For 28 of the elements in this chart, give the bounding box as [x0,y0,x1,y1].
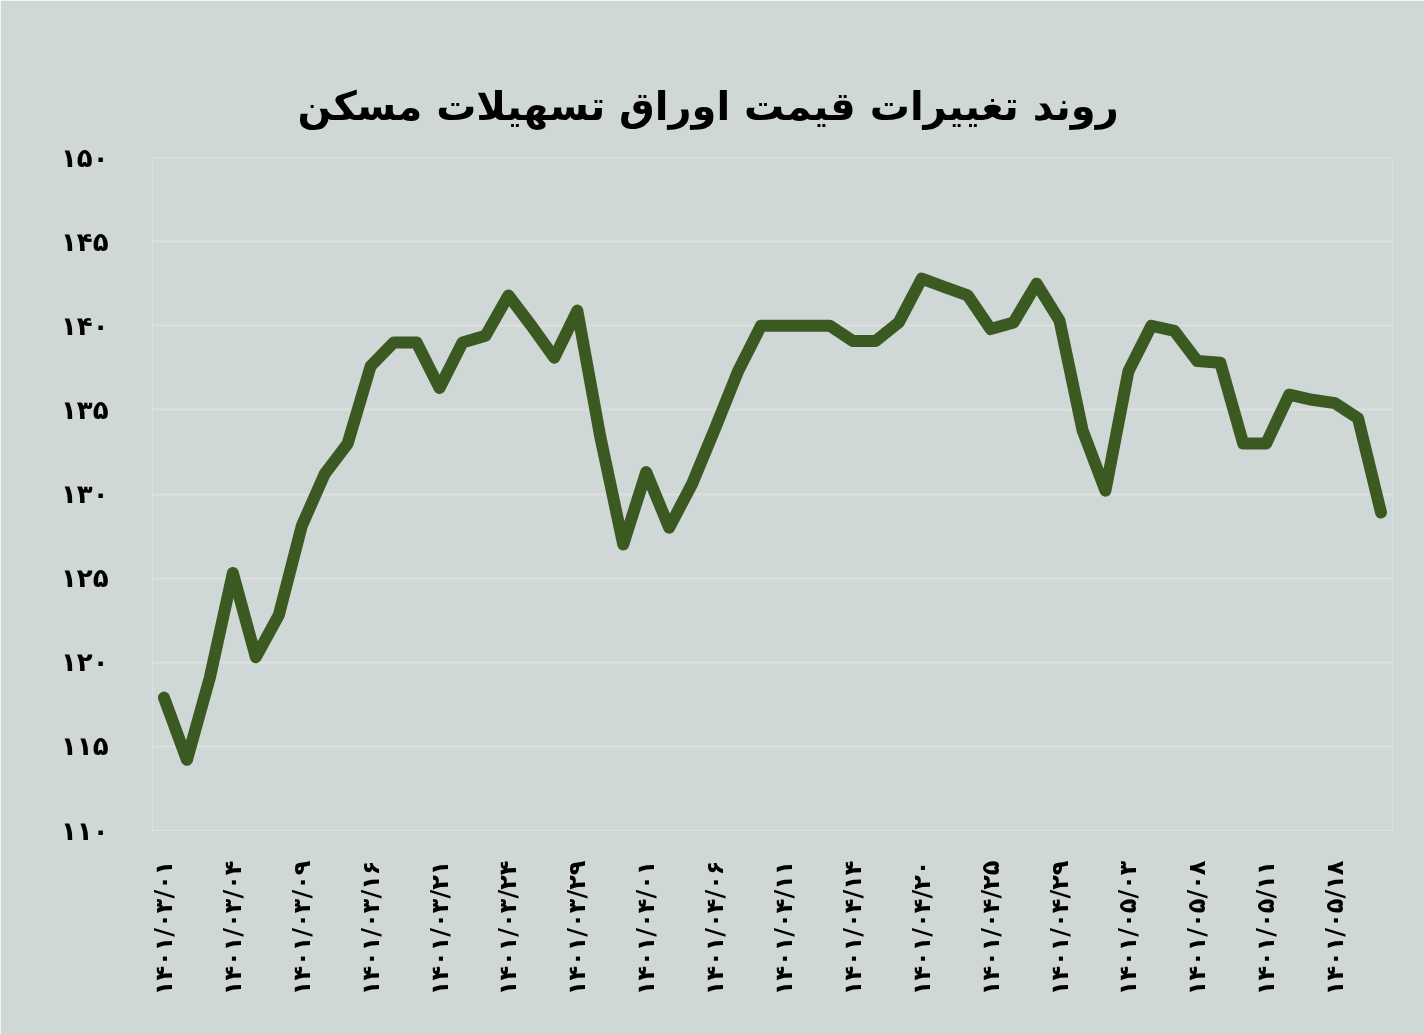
chart-title: روند تغییرات قیمت اوراق تسهیلات مسکن [297,82,1119,130]
x-tick-label: ۱۴۰۱/۰۴/۰۱ [632,860,661,996]
y-tick-label: ۱۲۰ [60,647,109,678]
x-tick-label: ۱۴۰۱/۰۳/۰۱ [149,860,178,996]
x-tick-label: ۱۴۰۱/۰۴/۰۶ [701,860,730,996]
y-tick-label: ۱۳۵ [60,394,109,425]
y-tick-label: ۱۱۰ [60,815,109,846]
x-tick-label: ۱۴۰۱/۰۴/۱۱ [769,860,798,996]
x-tick-label: ۱۴۰۱/۰۵/۱۱ [1252,860,1281,996]
x-tick-label: ۱۴۰۱/۰۳/۲۱ [425,860,454,996]
y-tick-label: ۱۱۵ [60,731,109,762]
x-tick-label: ۱۴۰۱/۰۵/۱۸ [1321,860,1350,996]
y-tick-label: ۱۴۵ [60,226,109,257]
x-tick-label: ۱۴۰۱/۰۴/۲۰ [907,860,936,996]
y-tick-label: ۱۵۰ [60,142,109,173]
x-tick-label: ۱۴۰۱/۰۳/۲۴ [494,860,523,996]
y-tick-label: ۱۴۰ [60,310,109,341]
x-tick-label: ۱۴۰۱/۰۳/۰۴ [218,860,247,996]
x-tick-label: ۱۴۰۱/۰۴/۲۹ [1045,860,1074,996]
x-tick-label: ۱۴۰۱/۰۳/۰۹ [287,860,316,996]
x-tick-label: ۱۴۰۱/۰۵/۰۸ [1183,860,1212,996]
y-tick-label: ۱۳۰ [60,479,109,509]
y-tick-label: ۱۲۵ [60,563,109,594]
x-tick-label: ۱۴۰۱/۰۴/۲۵ [976,860,1005,996]
x-tick-label: ۱۴۰۱/۰۳/۲۹ [563,860,592,996]
x-tick-label: ۱۴۰۱/۰۳/۱۶ [356,860,385,996]
x-tick-label: ۱۴۰۱/۰۵/۰۳ [1114,860,1143,996]
x-tick-label: ۱۴۰۱/۰۴/۱۴ [838,860,867,996]
